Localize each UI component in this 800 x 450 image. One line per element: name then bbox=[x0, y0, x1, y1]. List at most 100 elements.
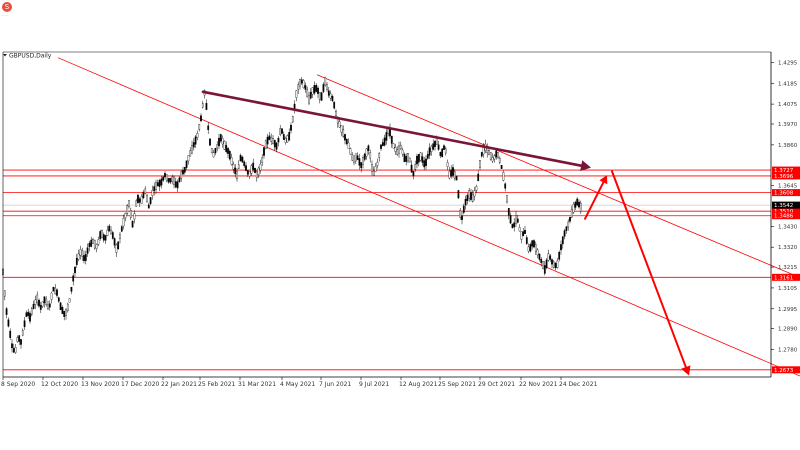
candle-body bbox=[576, 198, 579, 206]
candle-body bbox=[74, 266, 76, 274]
time-tick-label: 13 Nov 2020 bbox=[81, 381, 120, 388]
candle-body bbox=[111, 232, 114, 239]
candle-body bbox=[455, 176, 458, 181]
channel-lines bbox=[57, 57, 800, 377]
candle-body bbox=[308, 95, 310, 104]
candle-body bbox=[392, 143, 395, 149]
candle-body bbox=[131, 220, 134, 228]
candle-body bbox=[12, 348, 15, 353]
candle-body bbox=[221, 137, 224, 145]
candle-body bbox=[277, 137, 280, 143]
candle-body bbox=[378, 152, 381, 158]
price-chart[interactable]: 1.4295 1.4185 1.4075 1.3970 1.3860 1.3645 1.34… bbox=[0, 50, 800, 390]
channel-lower-line bbox=[57, 57, 800, 377]
candle-body bbox=[34, 299, 37, 305]
candle-body bbox=[263, 147, 265, 156]
candle-body bbox=[115, 244, 118, 253]
candle-body bbox=[363, 153, 366, 160]
candle-body bbox=[426, 154, 429, 159]
candle-body bbox=[156, 182, 159, 187]
candle-body bbox=[315, 85, 318, 92]
candle-body bbox=[270, 137, 273, 142]
candle-body bbox=[201, 103, 204, 108]
candle-body bbox=[149, 197, 152, 204]
candle-body bbox=[554, 262, 557, 269]
candle-body bbox=[545, 259, 548, 268]
candle-body bbox=[563, 230, 566, 237]
candle-body bbox=[516, 218, 519, 223]
chart-canvas[interactable]: 1.4295 1.4185 1.4075 1.3970 1.3860 1.3645 1.34… bbox=[0, 50, 800, 390]
candle-body bbox=[502, 172, 505, 181]
candle-body bbox=[500, 165, 503, 169]
candle-body bbox=[349, 148, 352, 155]
candle-body bbox=[365, 148, 368, 157]
time-tick-label: 31 Mar 2021 bbox=[238, 381, 276, 388]
candle-body bbox=[399, 144, 402, 150]
time-tick-label: 29 Oct 2021 bbox=[478, 381, 515, 388]
candle-body bbox=[138, 198, 141, 203]
candle-body bbox=[113, 238, 116, 246]
price-tick-label: 1.4075 bbox=[778, 102, 798, 108]
candle-body bbox=[126, 205, 129, 214]
projection-arrow-up bbox=[584, 181, 605, 220]
candle-body bbox=[461, 215, 463, 221]
candle-body bbox=[477, 173, 480, 182]
candle-body bbox=[338, 121, 341, 128]
level-price-tag bbox=[772, 366, 800, 374]
candle-body bbox=[234, 167, 237, 175]
candle-body bbox=[318, 92, 321, 100]
candle-body bbox=[374, 166, 377, 172]
projection-arrow-up-head bbox=[599, 175, 608, 185]
candle-body bbox=[284, 138, 287, 143]
candle-body bbox=[513, 222, 516, 228]
candle-body bbox=[20, 339, 22, 345]
price-tick-label: 1.3970 bbox=[778, 122, 798, 128]
candle-body bbox=[560, 244, 562, 251]
candle-body bbox=[488, 150, 490, 155]
candle-body bbox=[182, 170, 184, 175]
symbol-label: GBPUSD,Daily bbox=[9, 53, 52, 60]
candle-body bbox=[279, 128, 282, 135]
candle-body bbox=[344, 134, 346, 141]
candle-body bbox=[151, 189, 154, 196]
candle-body bbox=[540, 259, 543, 263]
candle-body bbox=[304, 85, 307, 90]
candle-body bbox=[108, 225, 111, 232]
candle-body bbox=[396, 149, 399, 155]
candle-body bbox=[254, 167, 256, 173]
candle-body bbox=[538, 253, 541, 260]
candle-body bbox=[421, 156, 424, 163]
time-tick-label: 4 May 2021 bbox=[280, 381, 315, 388]
candle-body bbox=[412, 171, 415, 177]
candle-body bbox=[356, 155, 359, 160]
level-price-tag bbox=[772, 212, 800, 220]
price-tick-label: 1.3320 bbox=[778, 245, 798, 251]
candle-body bbox=[282, 134, 285, 140]
candle-body bbox=[5, 308, 8, 315]
candle-body bbox=[70, 286, 73, 292]
candle-body bbox=[39, 304, 42, 310]
horizontal-levels bbox=[3, 169, 771, 371]
candle-body bbox=[214, 148, 217, 154]
candle-body bbox=[52, 286, 55, 292]
candle-body bbox=[565, 226, 568, 231]
candle-body bbox=[79, 249, 82, 256]
candle-body bbox=[169, 178, 172, 183]
candle-body bbox=[47, 304, 49, 310]
candle-body bbox=[405, 156, 408, 162]
level-price-tag bbox=[772, 172, 800, 180]
candle-body bbox=[383, 137, 386, 146]
level-price-tag-text: 1.3486 bbox=[774, 214, 794, 220]
candle-body bbox=[507, 208, 510, 216]
candle-body bbox=[432, 143, 435, 150]
candle-body bbox=[423, 160, 426, 168]
candle-body bbox=[192, 142, 195, 148]
candle-body bbox=[327, 90, 330, 96]
candle-body bbox=[194, 136, 197, 145]
symbol-menu-caret-icon[interactable] bbox=[3, 54, 7, 57]
candle-body bbox=[317, 87, 319, 94]
channel-upper-line bbox=[316, 74, 800, 278]
candle-body bbox=[119, 234, 121, 239]
candle-body bbox=[180, 171, 183, 179]
candle-body bbox=[124, 213, 127, 219]
